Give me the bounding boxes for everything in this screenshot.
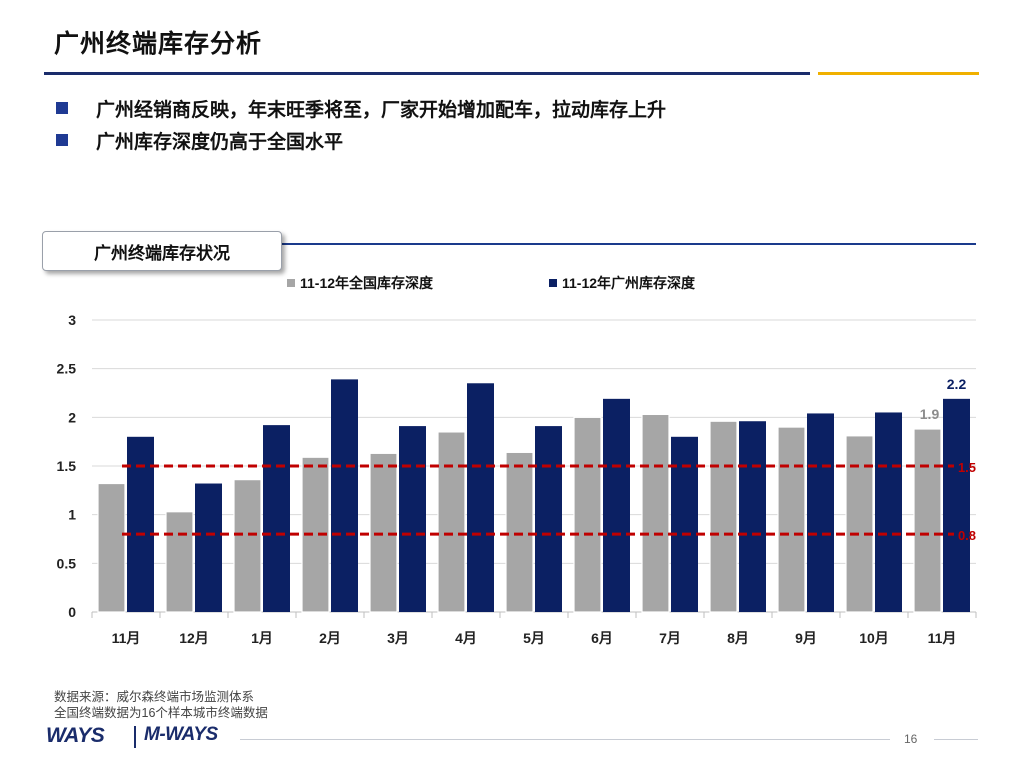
bar-guangzhou: [331, 379, 358, 612]
y-tick-label: 2.5: [57, 361, 77, 377]
bar-national: [437, 431, 466, 613]
bar-guangzhou: [943, 398, 970, 612]
logo-text-m-ways: M-WAYS: [144, 724, 218, 745]
y-tick-label: 1: [68, 507, 76, 523]
x-tick-label: 8月: [727, 630, 749, 646]
footer-source: 数据来源：威尔森终端市场监测体系 全国终端数据为16个样本城市终端数据: [54, 689, 268, 721]
y-tick-label: 2: [68, 409, 76, 425]
bar-guangzhou: [263, 425, 290, 612]
bar-guangzhou: [127, 436, 154, 612]
x-tick-label: 2月: [319, 630, 341, 646]
legend-item-guangzhou: 11-12年广州库存深度: [549, 273, 695, 293]
bar-national: [573, 416, 602, 613]
data-label: 2.2: [947, 376, 967, 392]
bar-national: [709, 420, 738, 613]
bar-guangzhou: [603, 398, 630, 612]
bar-national: [165, 511, 194, 613]
m-ways-logo: M-WAYS: [144, 724, 218, 746]
bar-guangzhou: [739, 421, 766, 612]
bar-national: [913, 428, 942, 613]
page-number: 16: [904, 732, 918, 746]
section-divider: [282, 243, 976, 245]
x-tick-label: 12月: [179, 630, 209, 646]
y-tick-label: 3: [68, 312, 76, 328]
reference-line-label: 0.8: [958, 528, 976, 543]
footer-line: 数据来源：威尔森终端市场监测体系: [54, 690, 255, 704]
slide-title: 广州终端库存分析: [54, 30, 263, 58]
logo-text-ways: WAYS: [46, 724, 105, 747]
legend-swatch-guangzhou: [549, 279, 557, 287]
bullet-square-icon: [56, 134, 68, 146]
x-tick-label: 10月: [859, 630, 889, 646]
bar-guangzhou: [195, 483, 222, 612]
bar-guangzhou: [467, 383, 494, 612]
bar-national: [505, 451, 534, 613]
bar-guangzhou: [535, 426, 562, 612]
bar-guangzhou: [807, 413, 834, 612]
y-tick-label: 0: [68, 604, 76, 620]
section-label: 广州终端库存状况: [94, 243, 230, 263]
logo-divider: [134, 726, 136, 748]
x-tick-label: 9月: [795, 630, 817, 646]
legend-label-guangzhou: 11-12年广州库存深度: [562, 275, 696, 291]
x-tick-label: 7月: [659, 630, 681, 646]
x-tick-label: 6月: [591, 630, 613, 646]
section-label-box: 广州终端库存状况: [42, 231, 282, 271]
bar-chart: 0 0.5 1 1.5 2 2.5 3 11月 12月 1月 2月 3月 4月 5月 6月 7月 8月 9月 10月…: [57, 312, 977, 646]
legend-label-national: 11-12年全国库存深度: [300, 275, 434, 291]
bullet-list: 广州经销商反映，年末旺季将至，厂家开始增加配车，拉动库存上升 广州库存深度仍高于…: [56, 92, 666, 156]
bar-guangzhou: [399, 426, 426, 612]
bullet-item: 广州库存深度仍高于全国水平: [56, 124, 666, 156]
page-number-rule: [934, 739, 978, 740]
x-tick-label: 5月: [523, 630, 545, 646]
footer-rule: [240, 739, 890, 740]
bullet-text: 广州经销商反映，年末旺季将至，厂家开始增加配车，拉动库存上升: [96, 99, 667, 121]
ways-logo: WAYS: [46, 724, 105, 748]
bar-national: [845, 435, 874, 613]
bar-national: [641, 413, 670, 613]
bar-national: [777, 426, 806, 613]
bar-guangzhou: [671, 436, 698, 612]
legend-swatch-national: [287, 279, 295, 287]
data-label: 1.9: [920, 406, 940, 422]
x-tick-label: 1月: [251, 630, 273, 646]
chart-legend: 11-12年全国库存深度 11-12年广州库存深度: [0, 273, 1024, 293]
y-tick-label: 1.5: [57, 458, 77, 474]
reference-line-label: 1.5: [958, 460, 976, 475]
x-tick-label: 4月: [455, 630, 477, 646]
bullet-square-icon: [56, 102, 68, 114]
x-tick-label: 11月: [112, 630, 141, 646]
x-tick-label: 3月: [387, 630, 409, 646]
title-rule-blue: [44, 72, 810, 75]
x-tick-label: 11月: [928, 630, 957, 646]
footer-line: 全国终端数据为16个样本城市终端数据: [54, 706, 268, 720]
bar-guangzhou: [875, 412, 902, 612]
bullet-item: 广州经销商反映，年末旺季将至，厂家开始增加配车，拉动库存上升: [56, 92, 666, 124]
bar-national: [233, 479, 262, 613]
legend-item-national: 11-12年全国库存深度: [287, 273, 433, 293]
bullet-text: 广州库存深度仍高于全国水平: [96, 131, 344, 153]
title-rule-gold: [818, 72, 979, 75]
y-tick-label: 0.5: [57, 555, 77, 571]
bar-national: [97, 482, 126, 613]
